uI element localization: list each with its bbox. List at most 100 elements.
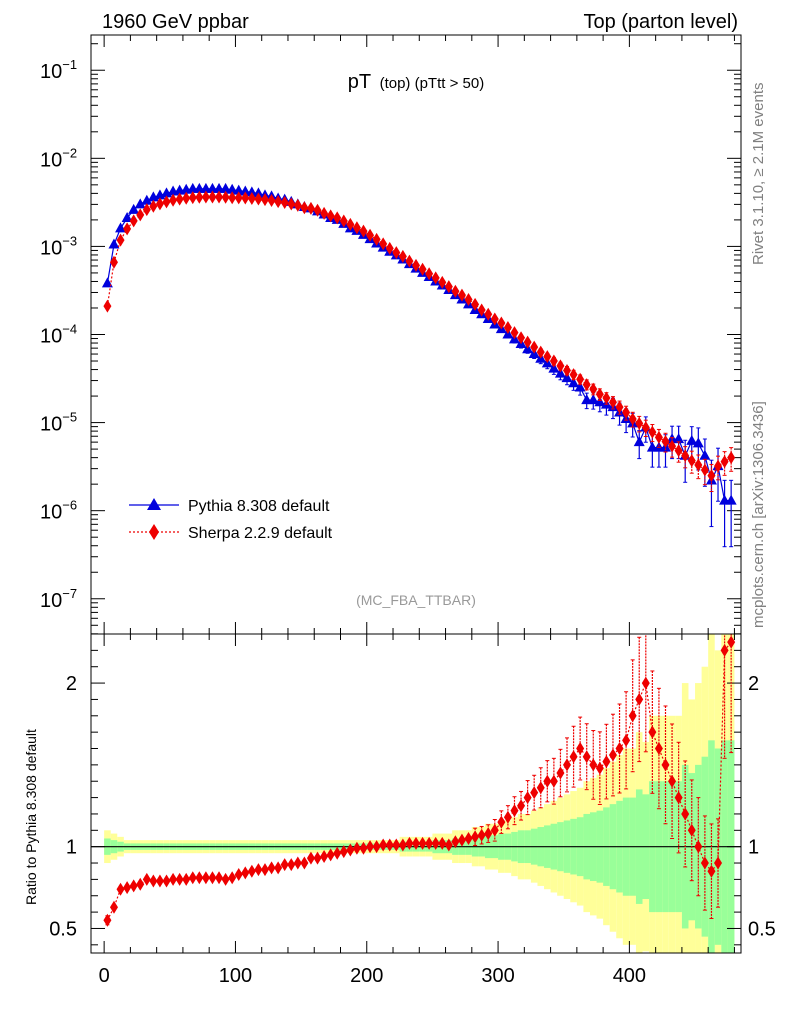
main-y-tick-label: 10−5 (40, 410, 77, 436)
data-point-sherpa (654, 430, 663, 444)
ratio-point-sherpa (254, 863, 263, 877)
data-point-sherpa (208, 190, 217, 204)
main-y-tick-exp: −1 (62, 57, 77, 72)
data-point-pythia (548, 362, 560, 373)
x-tick-labels: 0 100 200 300 400 (99, 965, 647, 987)
ratio-point-sherpa (654, 742, 663, 756)
ratio-point-sherpa (169, 872, 178, 886)
ratio-point-sherpa (201, 871, 210, 885)
side-label-rivet: Rivet 3.1.10, ≥ 2.1M events (750, 83, 767, 266)
ratio-point-sherpa (700, 856, 709, 870)
ratio-point-sherpa (543, 774, 552, 788)
data-point-sherpa (523, 335, 532, 349)
data-point-sherpa (615, 400, 624, 414)
main-y-tick-label: 10−1 (40, 57, 77, 83)
data-point-sherpa (694, 458, 703, 472)
ratio-point-sherpa (490, 823, 499, 837)
data-point-sherpa (287, 197, 296, 211)
ratio-point-sherpa (398, 838, 407, 852)
data-point-pythia (121, 212, 133, 223)
data-point-sherpa (274, 195, 283, 209)
series-line-sherpa (106, 196, 732, 477)
data-point-sherpa (372, 232, 381, 246)
main-y-tick-exp: −6 (62, 498, 77, 513)
data-point-sherpa (707, 469, 716, 483)
data-point-sherpa (116, 233, 125, 247)
ratio-point-sherpa (720, 643, 729, 657)
ratio-point-sherpa (457, 833, 466, 847)
legend-marker-triangle (147, 498, 161, 510)
data-point-sherpa (162, 195, 171, 209)
data-point-sherpa (687, 454, 696, 468)
data-point-pythia (220, 182, 232, 193)
data-point-pythia (115, 222, 127, 233)
data-point-pythia (134, 198, 146, 209)
data-point-sherpa (668, 439, 677, 453)
data-point-sherpa (379, 237, 388, 251)
ratio-point-sherpa (418, 836, 427, 850)
data-point-sherpa (628, 412, 637, 426)
main-y-tick-labels: 10−110−210−310−410−510−610−7 (40, 57, 77, 612)
data-point-pythia (568, 377, 580, 388)
data-point-sherpa (392, 246, 401, 260)
ratio-point-sherpa (346, 843, 355, 857)
data-point-sherpa (661, 434, 670, 448)
ratio-point-sherpa (228, 871, 237, 885)
data-point-sherpa (497, 316, 506, 330)
ratio-y-tick-label-right: 0.5 (748, 918, 776, 940)
data-point-sherpa (720, 455, 729, 469)
main-frame (90, 34, 742, 635)
ratio-point-sherpa (405, 836, 414, 850)
ratio-point-sherpa (563, 758, 572, 772)
ratio-point-sherpa (431, 836, 440, 850)
main-y-tick-exp: −3 (62, 233, 77, 248)
ratio-point-sherpa (379, 838, 388, 852)
ratio-point-sherpa (484, 827, 493, 841)
ratio-point-sherpa (602, 755, 611, 769)
ratio-point-sherpa (523, 791, 532, 805)
data-point-sherpa (385, 241, 394, 255)
ratio-point-sherpa (136, 877, 145, 891)
main-data-layer (101, 182, 737, 548)
ratio-point-sherpa (103, 913, 112, 927)
ratio-y-axis-label: Ratio to Pythia 8.308 default (23, 729, 39, 905)
ratio-point-sherpa (412, 836, 420, 850)
ratio-point-sherpa (221, 872, 230, 886)
data-point-sherpa (589, 382, 598, 396)
legend-marker-diamond (149, 524, 159, 540)
ratio-point-sherpa (694, 840, 703, 854)
ratio-point-sherpa (175, 872, 184, 886)
data-point-sherpa (595, 387, 604, 401)
data-point-sherpa (451, 284, 460, 298)
main-y-tick-label: 10−3 (40, 233, 77, 259)
data-point-sherpa (530, 340, 539, 354)
data-point-pythia (686, 434, 698, 445)
plot-title-sub: (top) (pTtt > 50) (380, 75, 485, 92)
ratio-point-sherpa (674, 791, 683, 805)
data-point-sherpa (517, 331, 526, 345)
data-point-sherpa (602, 391, 611, 405)
ratio-point-sherpa (313, 851, 322, 865)
ratio-y-tick-labels: 0.5 0.5 1 1 2 2 (49, 673, 776, 940)
data-point-pythia (673, 433, 685, 444)
main-y-tick-label: 10−2 (40, 145, 77, 171)
x-tick-label: 100 (219, 965, 252, 987)
data-point-pythia (633, 436, 645, 447)
analysis-tag: (MC_FBA_TTBAR) (356, 592, 476, 608)
data-point-pythia (141, 194, 153, 205)
data-point-sherpa (300, 201, 309, 215)
ratio-point-sherpa (517, 799, 526, 813)
data-point-sherpa (175, 192, 184, 206)
ratio-frame (90, 633, 742, 954)
data-point-sherpa (103, 299, 112, 313)
ratio-point-sherpa (326, 848, 335, 862)
ratio-point-sherpa (267, 861, 276, 875)
ratio-point-sherpa (109, 900, 118, 914)
data-point-sherpa (576, 372, 585, 386)
data-point-sherpa (412, 258, 420, 272)
data-point-sherpa (464, 292, 473, 306)
data-point-sherpa (221, 190, 230, 204)
legend-entry-sherpa: Sherpa 2.2.9 default (129, 524, 333, 542)
ratio-point-sherpa (195, 871, 204, 885)
data-point-sherpa (241, 191, 250, 205)
